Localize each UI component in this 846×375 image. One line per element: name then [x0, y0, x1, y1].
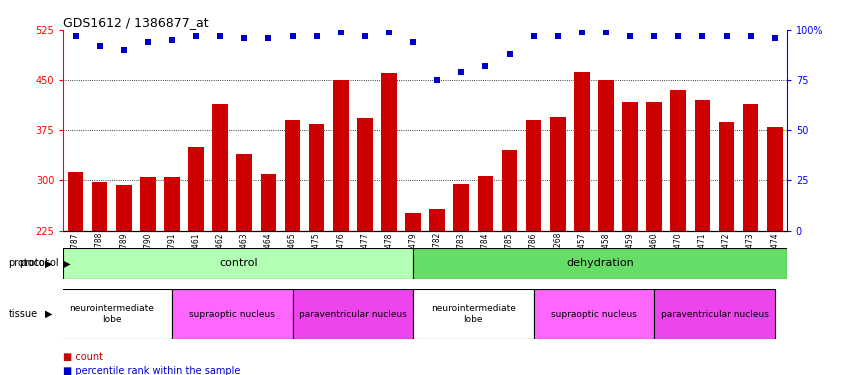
Bar: [646, 102, 662, 231]
Bar: [743, 104, 759, 231]
Text: neurointermediate
lobe: neurointermediate lobe: [69, 304, 154, 324]
Bar: [116, 185, 132, 231]
Bar: [413, 289, 534, 339]
Text: GDS1612 / 1386877_at: GDS1612 / 1386877_at: [63, 16, 209, 29]
Text: ■ percentile rank within the sample: ■ percentile rank within the sample: [63, 366, 241, 375]
Bar: [261, 174, 277, 231]
Text: protocol: protocol: [19, 258, 59, 268]
Bar: [429, 209, 445, 231]
Bar: [91, 182, 107, 231]
Text: dehydration: dehydration: [566, 258, 634, 268]
Bar: [284, 120, 300, 231]
Bar: [525, 120, 541, 231]
Bar: [766, 127, 783, 231]
Text: control: control: [219, 258, 257, 268]
Bar: [695, 100, 711, 231]
Bar: [172, 289, 293, 339]
Bar: [140, 177, 156, 231]
Bar: [598, 80, 614, 231]
Bar: [52, 289, 172, 339]
Text: tissue: tissue: [8, 309, 37, 319]
Bar: [236, 154, 252, 231]
Bar: [212, 104, 228, 231]
Bar: [309, 124, 325, 231]
Text: protocol: protocol: [8, 258, 48, 268]
Text: ▶: ▶: [60, 258, 71, 268]
Bar: [63, 248, 413, 279]
Text: neurointermediate
lobe: neurointermediate lobe: [431, 304, 516, 324]
Bar: [68, 172, 84, 231]
Bar: [670, 90, 686, 231]
Bar: [381, 74, 397, 231]
Bar: [164, 177, 180, 231]
Bar: [453, 184, 470, 231]
Bar: [477, 176, 493, 231]
Text: ■ count: ■ count: [63, 352, 103, 362]
Text: paraventricular nucleus: paraventricular nucleus: [299, 310, 407, 319]
Bar: [622, 102, 638, 231]
Text: paraventricular nucleus: paraventricular nucleus: [661, 310, 768, 319]
Text: ▶: ▶: [46, 258, 52, 268]
Bar: [574, 72, 590, 231]
Bar: [550, 117, 566, 231]
Bar: [405, 213, 421, 231]
Bar: [188, 147, 204, 231]
Text: supraoptic nucleus: supraoptic nucleus: [551, 310, 637, 319]
Text: ▶: ▶: [46, 309, 52, 319]
Bar: [654, 289, 775, 339]
Bar: [293, 289, 413, 339]
Bar: [718, 122, 734, 231]
Bar: [332, 80, 349, 231]
Bar: [534, 289, 654, 339]
Bar: [502, 150, 518, 231]
Text: supraoptic nucleus: supraoptic nucleus: [190, 310, 275, 319]
Bar: [357, 118, 373, 231]
Bar: [413, 248, 787, 279]
